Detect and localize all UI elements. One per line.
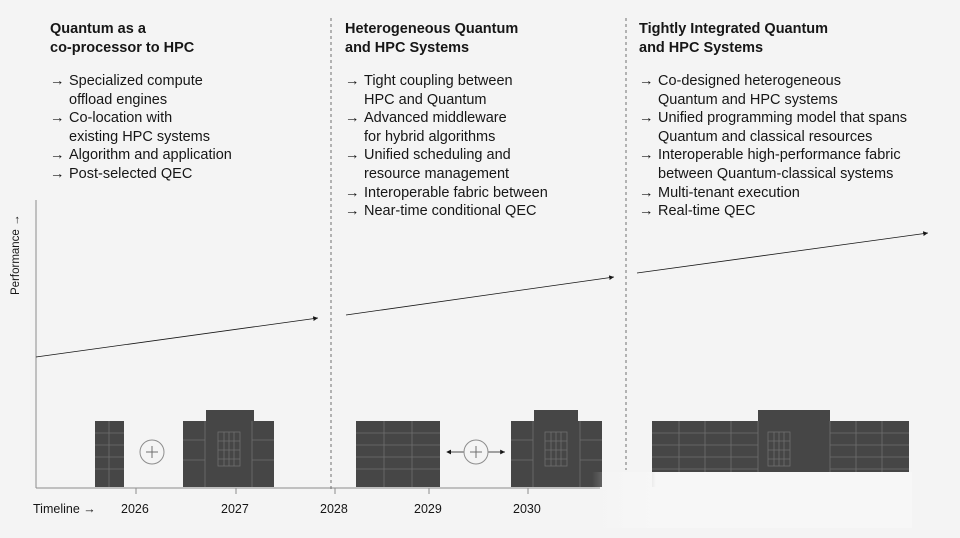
year-tick-2028: 2028: [320, 502, 348, 516]
arrow-right-icon: →: [345, 203, 360, 220]
x-axis-label: Timeline →: [33, 502, 96, 516]
stage-3-bullet: → Co-designed heterogeneous Quantum and H…: [639, 73, 841, 108]
stage-3-title: Tightly Integrated Quantum and HPC Syste…: [639, 21, 829, 56]
stage-1-bullet: → Specialized compute offload engines: [50, 73, 203, 108]
arrow-right-icon: →: [345, 147, 360, 164]
stage-1: Quantum as a co-processor to HPC → Specia…: [50, 20, 320, 184]
stage-2-bullet: → Tight coupling between HPC and Quantum: [345, 73, 513, 108]
stage-1-bullet: → Post-selected QEC: [50, 165, 193, 182]
fade-overlay: [592, 472, 912, 528]
year-tick-2027: 2027: [221, 502, 249, 516]
stage-3: Tightly Integrated Quantum and HPC Syste…: [639, 20, 949, 221]
stage-2-bullets: → Tight coupling between HPC and Quantum …: [345, 72, 625, 221]
quantum-system-icon: [183, 410, 274, 487]
stage-3-bullet: → Real-time QEC: [639, 203, 756, 220]
plus-circle-icon: [139, 439, 165, 465]
arrow-right-icon: →: [639, 147, 654, 164]
stage-2-bullet: → Unified scheduling and resource managem…: [345, 147, 511, 182]
performance-arrow-stage-3: [636, 231, 929, 274]
x-axis-ticks: [135, 488, 529, 494]
stage-2: Heterogeneous Quantum and HPC Systems → T…: [345, 20, 625, 221]
stage-2-bullet: → Near-time conditional QEC: [345, 203, 537, 220]
arrow-right-icon: →: [345, 73, 360, 89]
stage-3-bullets: → Co-designed heterogeneous Quantum and H…: [639, 72, 949, 221]
arrow-right-icon: →: [50, 110, 65, 127]
stage-2-bullet: → Advanced middleware for hybrid algorith…: [345, 110, 507, 145]
stage-3-bullet: → Unified programming model that spans Qu…: [639, 110, 908, 145]
stage-3-bullet: → Interoperable high-performance fabric b…: [639, 147, 901, 182]
stage-2-title: Heterogeneous Quantum and HPC Systems: [345, 21, 519, 56]
stage-1-bullet: → Co-location with existing HPC systems: [50, 110, 211, 145]
stage-1-bullet: → Algorithm and application: [50, 147, 232, 164]
arrow-right-icon: →: [639, 110, 654, 127]
hpc-rack-icon: [356, 421, 440, 487]
hpc-rack-icon: [95, 421, 124, 487]
arrow-right-icon: →: [639, 203, 654, 220]
stage-3-bullet: → Multi-tenant execution: [639, 184, 800, 201]
plus-circle-icon: [463, 439, 489, 465]
year-tick-2026: 2026: [121, 502, 149, 516]
arrow-right-icon: →: [50, 165, 65, 182]
stage-1-bullets: → Specialized compute offload engines → Co…: [50, 72, 320, 184]
arrow-right-icon: →: [639, 184, 654, 201]
arrow-right-icon: →: [345, 110, 360, 127]
arrow-right-icon: →: [50, 73, 65, 89]
stage-1-title: Quantum as a co-processor to HPC: [50, 21, 195, 56]
arrow-right-icon: →: [50, 147, 65, 164]
arrow-right-icon: →: [345, 184, 360, 201]
year-tick-2029: 2029: [414, 502, 442, 516]
year-tick-2030: 2030: [513, 502, 541, 516]
stage-2-bullet: → Interoperable fabric between: [345, 184, 548, 201]
performance-arrow-stage-2: [345, 275, 615, 316]
performance-arrow-stage-1: [35, 316, 319, 358]
quantum-system-icon: [511, 410, 602, 487]
arrow-right-icon: →: [639, 73, 654, 89]
